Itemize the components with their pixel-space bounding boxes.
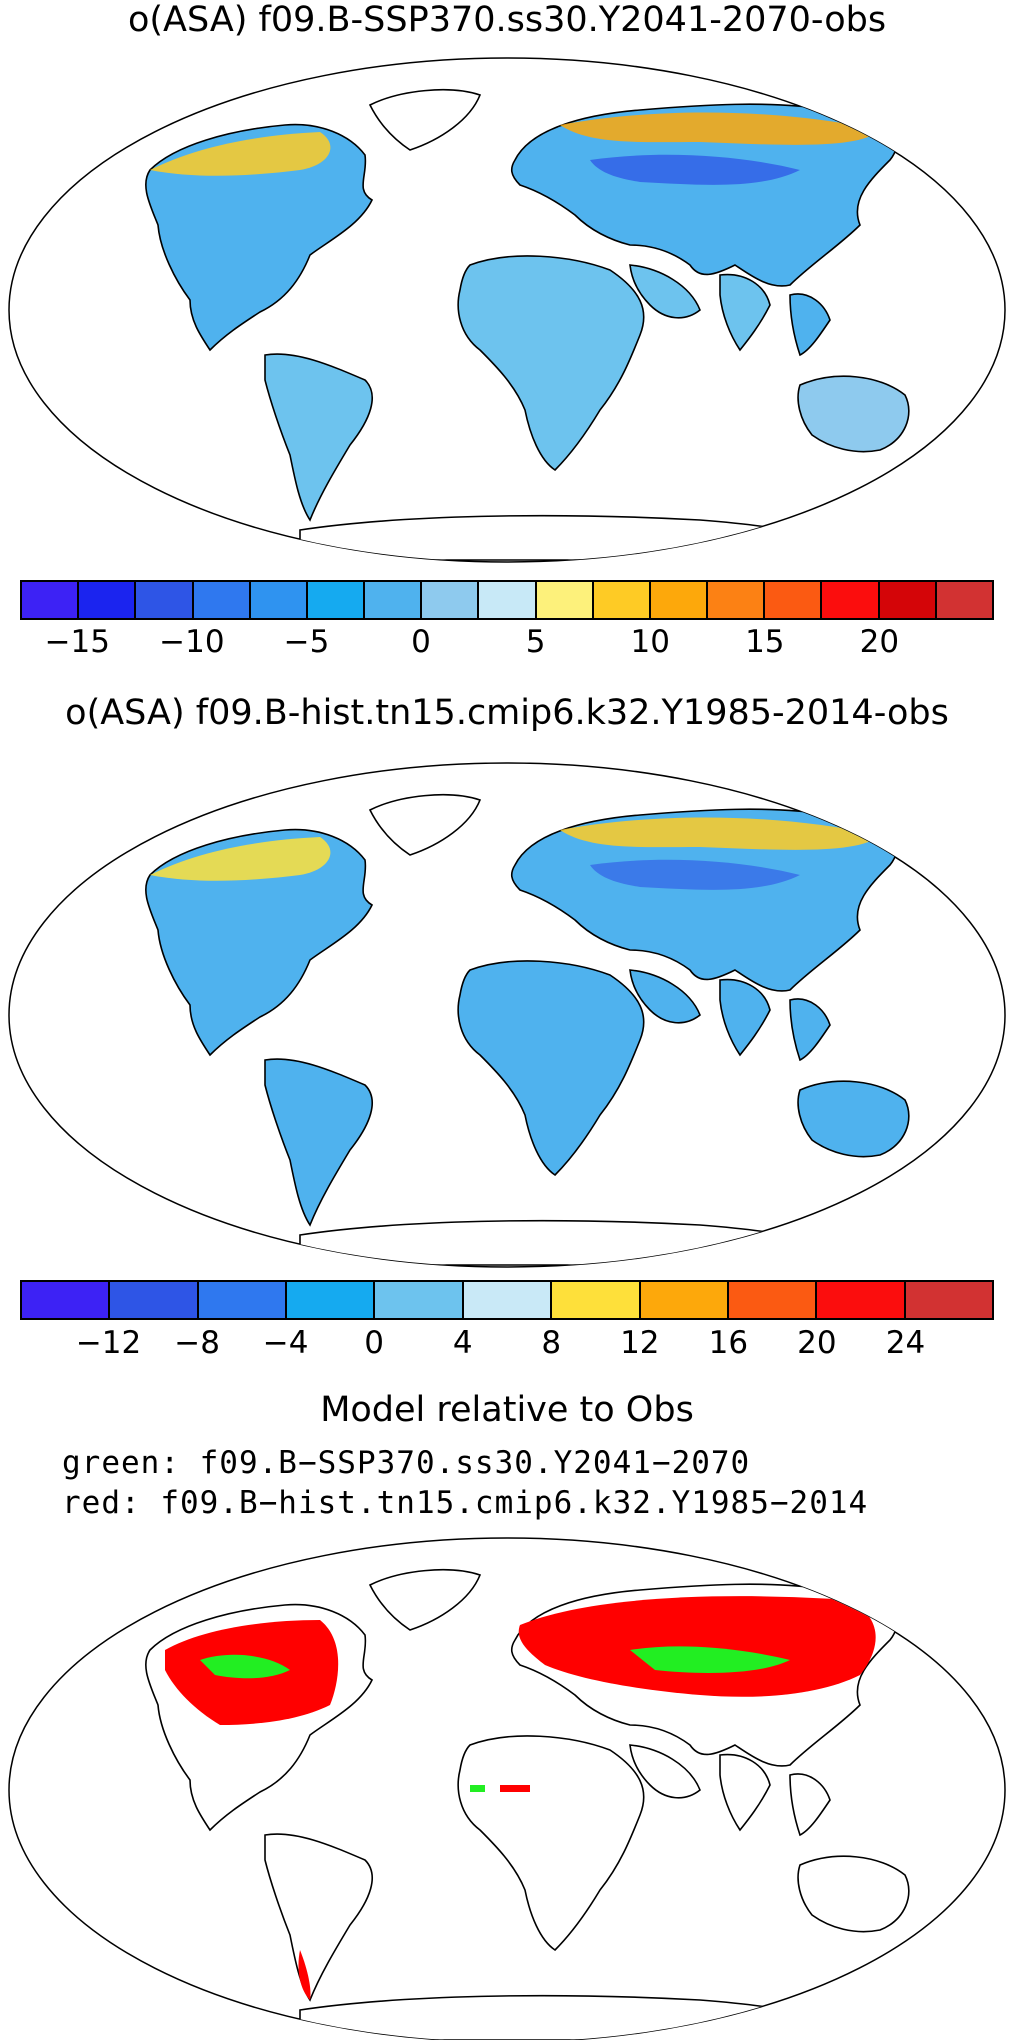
colorbar-tick-label: 5 — [525, 624, 546, 660]
colorbar-swatch — [22, 1282, 111, 1318]
colorbar-swatch — [593, 582, 651, 618]
continent-greenland — [368, 1569, 482, 1631]
colorbar-swatch — [193, 582, 251, 618]
continent-greenland — [368, 89, 482, 151]
colorbar-tick-label: −4 — [262, 1325, 309, 1361]
colorbar-tick-label: 16 — [708, 1325, 749, 1361]
colorbar-tick-label: 24 — [885, 1325, 926, 1361]
colorbar-swatch — [536, 582, 594, 618]
continent-europeAsia — [510, 808, 897, 992]
colorbar-tick-label: 12 — [620, 1325, 660, 1361]
colorbar-swatch — [479, 582, 537, 618]
colorbar-tick-label: 0 — [364, 1325, 385, 1361]
legend-green-line: green: f09.B−SSP370.ss30.Y2041−2070 — [62, 1445, 751, 1481]
continent-australia — [797, 1855, 910, 1933]
continent-africa — [457, 255, 645, 472]
panel3-map — [8, 1537, 1006, 2040]
colorbar-tick-label: −15 — [44, 624, 110, 660]
panel3-title: Model relative to Obs — [320, 1390, 694, 1430]
panel2-colorbar — [20, 1280, 994, 1320]
colorbar-swatch — [198, 1282, 288, 1318]
continent-seAsia — [789, 293, 831, 357]
colorbar-tick-label: −8 — [174, 1325, 220, 1361]
continent-southAmerica — [264, 353, 374, 522]
colorbar-tick-label: 15 — [745, 624, 785, 660]
colorbar-swatch — [822, 582, 880, 618]
continent-southAmerica — [264, 1833, 374, 2002]
colorbar-swatch — [936, 582, 992, 618]
continent-northAmerica — [145, 123, 374, 352]
colorbar-swatch — [817, 1282, 906, 1318]
colorbar-swatch — [728, 1282, 818, 1318]
continent-northAmerica — [145, 828, 374, 1057]
colorbar-swatch — [79, 582, 137, 618]
colorbar-tick-label: 4 — [452, 1325, 473, 1361]
panel1-title: o(ASA) f09.B-SSP370.ss30.Y2041-2070-obs — [127, 0, 887, 40]
panel1-map — [8, 57, 1006, 563]
continent-arabia — [629, 969, 701, 1024]
panel2-map — [8, 762, 1006, 1268]
colorbar-swatch — [640, 1282, 729, 1318]
continent-india — [719, 1753, 771, 1832]
continent-southAmerica — [264, 1058, 374, 1227]
colorbar-tick-label: −12 — [75, 1325, 142, 1361]
continent-arabia — [629, 264, 701, 319]
colorbar-swatch — [110, 1282, 199, 1318]
colorbar-swatch — [307, 582, 366, 618]
colorbar-swatch — [287, 1282, 376, 1318]
colorbar-tick-label: 20 — [797, 1325, 837, 1361]
colorbar-swatch — [375, 1282, 464, 1318]
legend-red-line: red: f09.B−hist.tn15.cmip6.k32.Y1985−201… — [62, 1485, 869, 1521]
continent-greenland — [368, 794, 482, 856]
colorbar-swatch — [650, 582, 709, 618]
colorbar-swatch — [905, 1282, 992, 1318]
colorbar-swatch — [136, 582, 194, 618]
panel1-colorbar — [20, 580, 994, 620]
colorbar-tick-label: 0 — [411, 624, 431, 660]
panel2-title: o(ASA) f09.B-hist.tn15.cmip6.k32.Y1985-2… — [65, 693, 949, 733]
colorbar-tick-label: −10 — [159, 624, 225, 660]
colorbar-swatch — [463, 1282, 553, 1318]
colorbar-tick-label: 10 — [630, 624, 670, 660]
continent-australia — [797, 375, 910, 453]
colorbar-swatch — [879, 582, 937, 618]
colorbar-swatch — [22, 582, 80, 618]
continent-arabia — [629, 1744, 701, 1799]
continent-seAsia — [789, 1773, 831, 1837]
colorbar-swatch — [708, 582, 766, 618]
continent-europeAsia — [510, 103, 897, 287]
continent-india — [719, 978, 771, 1057]
continent-africa — [457, 960, 645, 1177]
colorbar-swatch — [250, 582, 308, 618]
colorbar-swatch — [365, 582, 423, 618]
continent-india — [719, 273, 771, 352]
colorbar-tick-label: −5 — [283, 624, 330, 660]
continent-seAsia — [789, 998, 831, 1062]
colorbar-tick-label: 8 — [541, 1325, 562, 1361]
colorbar-swatch — [765, 582, 823, 618]
colorbar-swatch — [552, 1282, 641, 1318]
colorbar-swatch — [422, 582, 480, 618]
continent-australia — [797, 1080, 910, 1158]
colorbar-tick-label: 20 — [859, 624, 900, 660]
